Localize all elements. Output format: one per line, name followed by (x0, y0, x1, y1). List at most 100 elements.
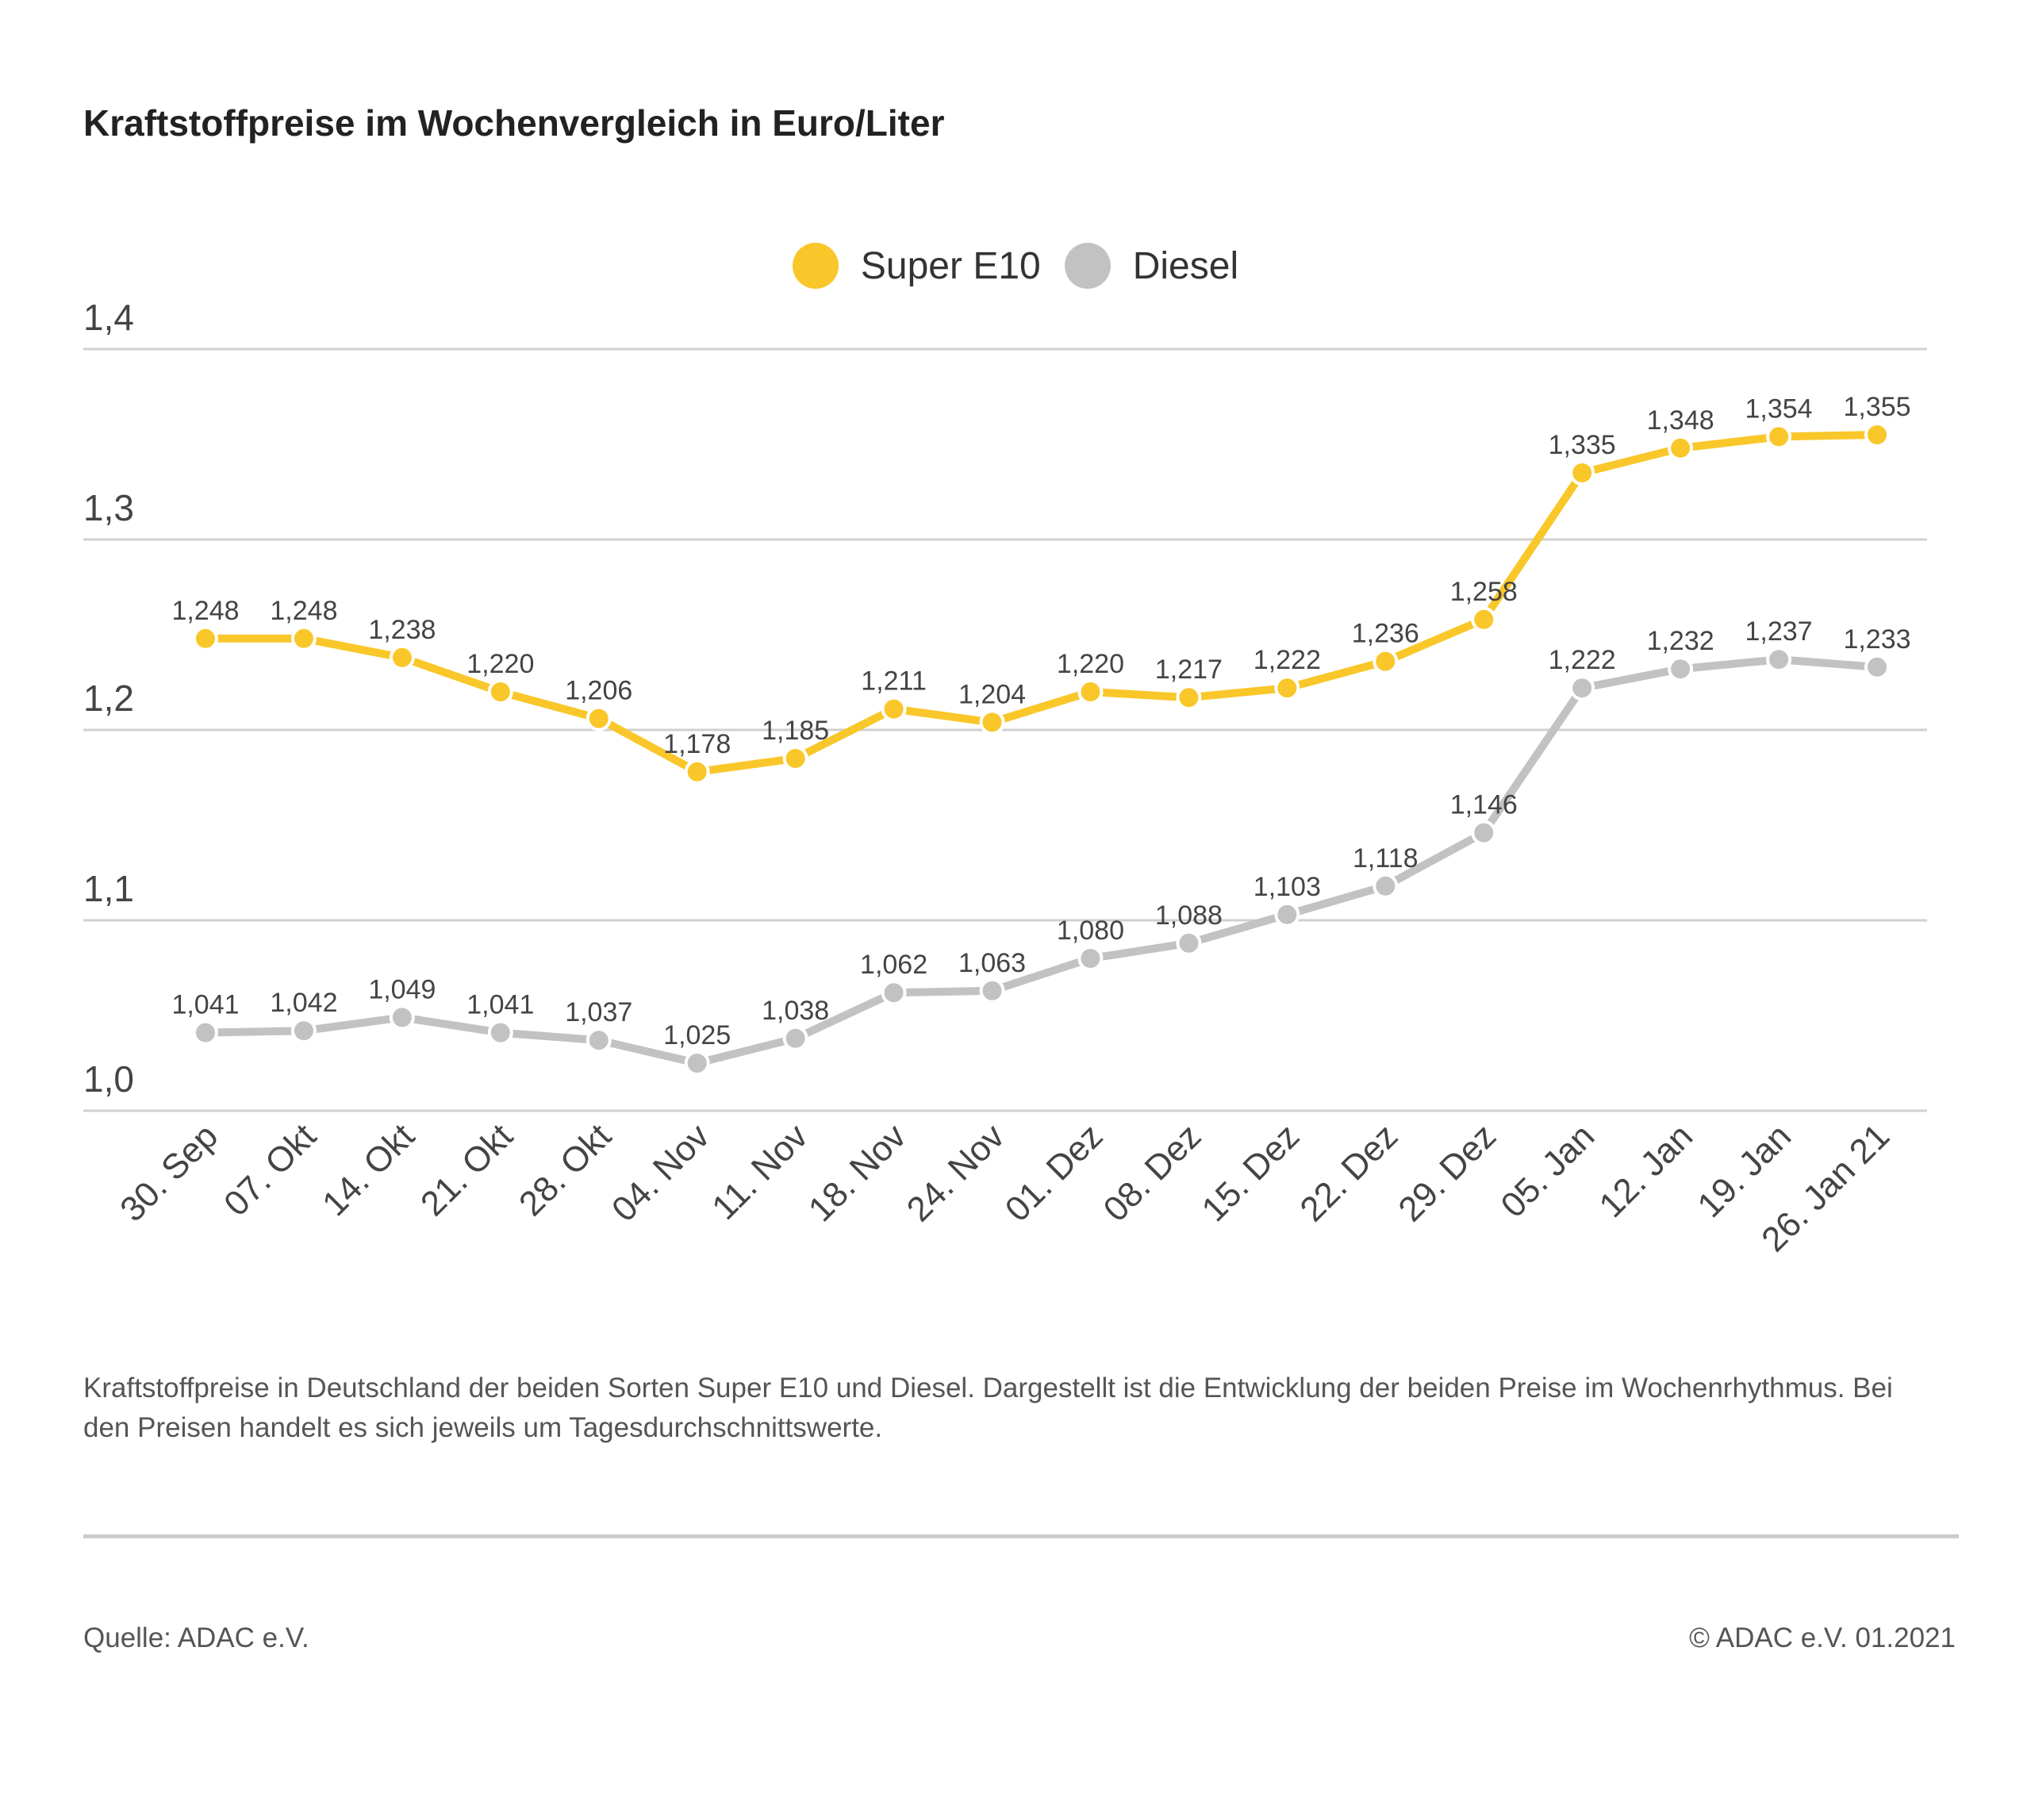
x-tick-label: 18. Nov (801, 1116, 914, 1229)
data-label: 1,237 (1745, 616, 1813, 647)
data-point (881, 696, 907, 722)
data-label: 1,222 (1254, 645, 1321, 675)
y-tick-label: 1,3 (83, 487, 134, 528)
x-tick-label: 12. Jan (1591, 1116, 1700, 1225)
data-point (1471, 606, 1497, 632)
y-tick-label: 1,4 (83, 297, 134, 338)
data-label: 1,042 (270, 988, 337, 1018)
data-label: 1,063 (958, 948, 1026, 978)
data-label: 1,037 (565, 997, 632, 1027)
legend-item-diesel: Diesel (1064, 243, 1239, 289)
data-point (1766, 647, 1792, 673)
chart-title: Kraftstoffpreise im Wochenvergleich in E… (83, 102, 945, 144)
legend-marker-super-e10 (792, 243, 839, 289)
data-point (684, 1050, 710, 1076)
data-label: 1,217 (1155, 655, 1223, 685)
data-label: 1,088 (1155, 900, 1223, 931)
x-tick-label: 14. Okt (315, 1116, 422, 1223)
data-point (684, 758, 710, 785)
data-point (487, 1019, 513, 1046)
data-point (389, 644, 415, 670)
data-point (979, 977, 1005, 1004)
data-label: 1,232 (1647, 626, 1714, 656)
data-label: 1,236 (1352, 619, 1419, 649)
x-tick-label: 22. Dez (1292, 1116, 1405, 1229)
data-point (1864, 654, 1890, 680)
data-point (1274, 901, 1300, 927)
data-label: 1,049 (368, 974, 436, 1004)
x-tick-label: 21. Okt (413, 1116, 520, 1223)
x-tick-label: 11. Nov (705, 1116, 816, 1227)
data-label: 1,238 (368, 615, 436, 645)
data-point (782, 1025, 808, 1051)
data-label: 1,041 (466, 990, 534, 1020)
data-point (782, 746, 808, 771)
x-tick-label: 28. Okt (512, 1116, 619, 1223)
data-label: 1,220 (466, 649, 534, 679)
source-note: Quelle: ADAC e.V. (83, 1622, 309, 1653)
data-point (1077, 679, 1104, 705)
data-label: 1,233 (1843, 624, 1910, 655)
data-label: 1,222 (1549, 645, 1616, 675)
data-label: 1,335 (1549, 430, 1616, 460)
data-point (1569, 460, 1595, 486)
data-point (1471, 820, 1497, 846)
data-label: 1,146 (1450, 790, 1518, 820)
series-line-super-e10 (205, 431, 1878, 776)
copyright-note: © ADAC e.V. 01.2021 (1689, 1622, 1956, 1653)
data-point (1668, 435, 1694, 461)
data-point (487, 679, 513, 705)
data-point (1864, 422, 1890, 447)
x-tick-label: 08. Dez (1096, 1116, 1209, 1229)
x-tick-label: 30. Sep (113, 1116, 225, 1229)
data-label: 1,211 (861, 666, 927, 697)
data-label: 1,062 (860, 950, 927, 980)
data-point (290, 625, 317, 651)
data-label: 1,355 (1843, 392, 1910, 422)
data-label: 1,118 (1353, 843, 1419, 874)
data-label: 1,080 (1057, 916, 1124, 946)
data-label: 1,354 (1745, 394, 1813, 424)
data-label: 1,038 (762, 996, 829, 1026)
series-line-diesel (205, 655, 1878, 1067)
legend-item-super-e10: Super E10 (792, 243, 1041, 289)
data-label: 1,248 (270, 596, 337, 626)
data-point (1077, 946, 1104, 971)
data-point (1373, 873, 1399, 899)
x-tick-label: 24. Nov (900, 1116, 1012, 1229)
data-point (389, 1004, 415, 1031)
x-tick-label: 01. Dez (998, 1116, 1111, 1229)
data-label: 1,103 (1254, 872, 1321, 902)
data-point (1176, 685, 1202, 711)
x-tick-label: 07. Okt (217, 1116, 324, 1223)
legend-label-diesel: Diesel (1132, 244, 1239, 287)
data-label: 1,025 (663, 1020, 731, 1050)
data-point (1373, 648, 1399, 674)
data-label: 1,041 (171, 990, 239, 1020)
data-label: 1,248 (171, 596, 239, 626)
data-point (193, 625, 218, 651)
x-tick-label: 29. Dez (1391, 1116, 1503, 1229)
data-point (193, 1019, 218, 1046)
data-point (1274, 675, 1300, 701)
data-point (585, 1027, 612, 1054)
data-label: 1,204 (958, 679, 1026, 709)
data-label: 1,178 (663, 729, 731, 759)
chart-caption: Kraftstoffpreise in Deutschland der beid… (83, 1373, 1893, 1443)
x-tick-label: 15. Dez (1195, 1116, 1307, 1229)
data-point (979, 709, 1005, 735)
data-point (290, 1018, 317, 1044)
data-point (1766, 424, 1792, 450)
data-point (1668, 656, 1694, 682)
data-label: 1,258 (1450, 577, 1518, 607)
data-point (1176, 930, 1202, 956)
legend-marker-diesel (1064, 243, 1111, 289)
data-label: 1,206 (565, 676, 632, 706)
data-point (1569, 675, 1595, 701)
legend: Super E10 Diesel (0, 243, 2031, 289)
data-point (881, 980, 907, 1006)
y-tick-label: 1,2 (83, 678, 134, 719)
data-label: 1,348 (1647, 405, 1714, 436)
x-tick-label: 05. Jan (1494, 1116, 1603, 1225)
